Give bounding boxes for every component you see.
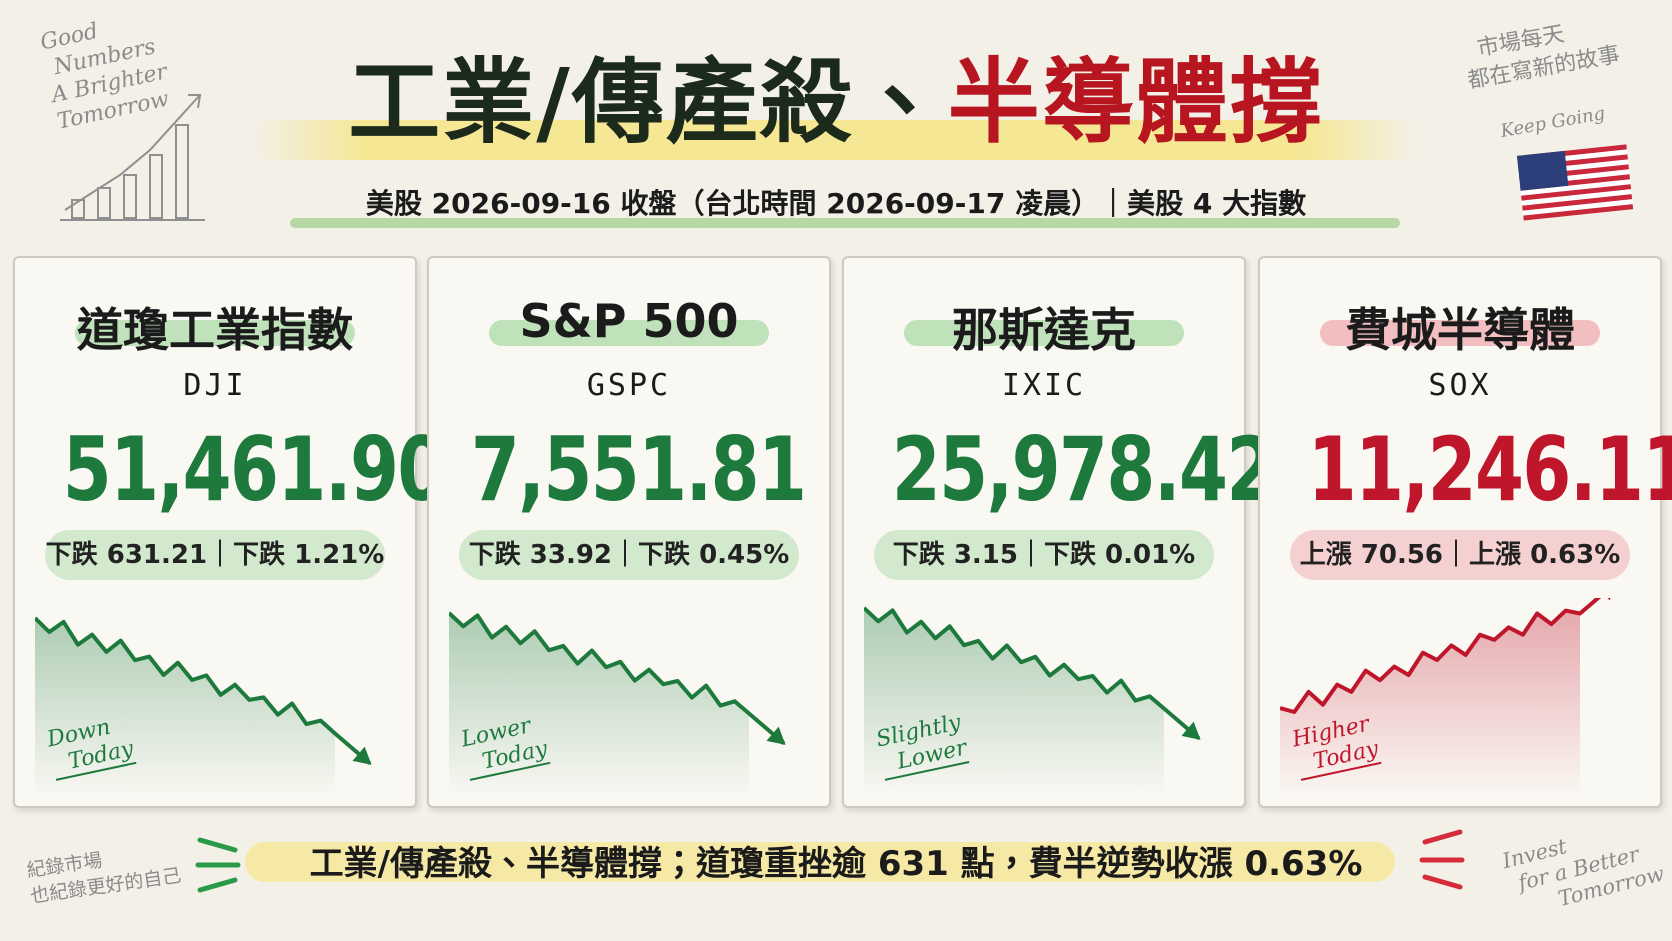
name-highlight [1320,320,1600,346]
us-flag [1516,144,1634,221]
subtitle-highlight [290,218,1400,228]
sparkline [35,616,372,798]
index-name: 那斯達克 [952,303,1136,357]
index-code: GSPC [586,368,672,403]
sparkline-line [1280,598,1602,714]
index-value: 51,461.90 [62,418,447,521]
title-part1: 工業/傳產殺、 [348,49,948,156]
sparkline-arrow [1181,721,1201,740]
decor-bottom-right: Invest for a Better Tomorrow [1500,813,1667,923]
name-highlight [904,320,1184,346]
footer-highlight [245,842,1395,882]
change-pill: 下跌 631.21｜下跌 1.21% [45,530,385,580]
title-part2: 半導體撐 [947,49,1324,156]
sparkline-line [35,616,372,766]
index-value: 25,978.42 [891,418,1276,521]
index-name: S&P 500 [519,294,739,348]
name-highlight [489,320,769,346]
sparkline-line [864,606,1201,741]
value-wrap: 25,978.42 [844,418,1276,521]
index-name: 費城半導體 [1345,303,1575,357]
index-code: DJI [183,368,247,403]
sparkline-area [1280,610,1580,798]
sparkline-area [864,608,1164,798]
value-wrap: 11,246.11 [1260,418,1672,521]
index-code: SOX [1428,368,1492,403]
sparkline-arrow [766,726,786,745]
index-value: 11,246.11 [1307,418,1672,521]
doodle-chart [60,94,205,221]
value-wrap: 51,461.90 [15,418,447,521]
change-pill: 下跌 3.15｜下跌 0.01% [874,530,1214,580]
doodle-lines-left [195,837,241,893]
sparkline [449,611,786,798]
index-name: 道瓊工業指數 [77,303,353,357]
subtitle: 美股 2026-09-16 收盤（台北時間 2026-09-17 凌晨）｜美股 … [365,187,1307,220]
title-highlight [250,120,1420,160]
index-card: S&P 500 GSPC 7,551.81 下跌 33.92｜下跌 0.45% Lowe… [427,256,831,808]
title: 工業/傳產殺、半導體撐 [0,28,1672,161]
index-value: 7,551.81 [470,418,807,521]
footer: 工業/傳產殺、半導體撐；道瓊重挫逾 631 點，費半逆勢收漲 0.63% [309,844,1363,884]
doodle-lines-right [1419,829,1465,890]
sparkline-area [35,618,335,798]
value-wrap: 7,551.81 [429,418,829,521]
sparkline [864,606,1201,798]
index-card: 費城半導體 SOX 11,246.11 上漲 70.56｜上漲 0.63% Higher… [1258,256,1672,808]
name-highlight [75,320,355,346]
sparkline [1280,598,1611,798]
sparkline-arrow [352,746,372,765]
index-card: 道瓊工業指數 DJI 51,461.90 下跌 631.21｜下跌 1.21% Down… [13,256,447,808]
index-card: 那斯達克 IXIC 25,978.42 下跌 3.15｜下跌 0.01% Slightl… [842,256,1276,808]
change-pill: 下跌 33.92｜下跌 0.45% [459,530,799,580]
sparkline-line [449,611,786,746]
change-pill: 上漲 70.56｜上漲 0.63% [1290,530,1630,580]
sparkline-area [449,613,749,798]
index-code: IXIC [1001,368,1087,403]
